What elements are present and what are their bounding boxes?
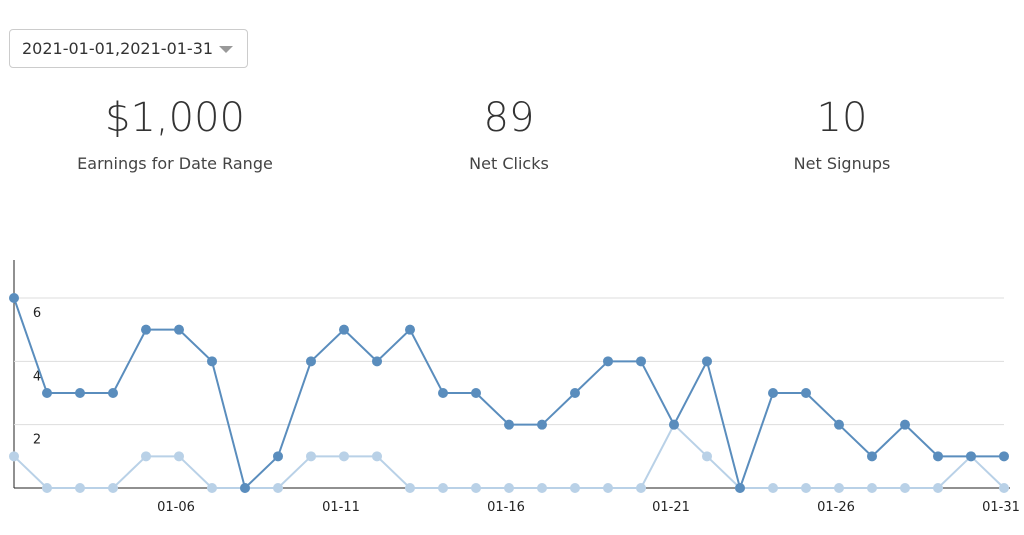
data-point [42, 483, 52, 493]
data-point [174, 451, 184, 462]
data-point [9, 451, 19, 462]
data-point [801, 483, 811, 493]
data-point [471, 388, 481, 398]
data-point [702, 451, 712, 462]
data-point [306, 451, 316, 462]
stat: 10 Net Signups [692, 92, 992, 173]
data-point [339, 451, 349, 462]
stat-label: Net Signups [793, 154, 891, 173]
data-point [405, 324, 415, 335]
data-point [339, 324, 349, 335]
data-point [999, 451, 1009, 462]
data-point [42, 388, 52, 398]
y-tick-label: 4 [33, 369, 41, 384]
data-point [768, 388, 778, 398]
data-point [603, 356, 613, 367]
data-point [405, 483, 415, 493]
data-point [900, 419, 910, 430]
data-point [9, 293, 19, 303]
data-point [438, 388, 448, 398]
data-point [867, 483, 877, 493]
stat: $1,000 Earnings for Date Range [25, 92, 325, 173]
data-point [306, 356, 316, 367]
date-range-dropdown[interactable]: 2021-01-01,2021-01-31 [9, 29, 248, 68]
data-point [900, 483, 910, 493]
data-point [537, 483, 547, 493]
data-point [570, 483, 580, 493]
data-point [570, 388, 580, 398]
data-point [372, 451, 382, 462]
data-point [75, 388, 85, 398]
stat-label: Earnings for Date Range [77, 154, 273, 173]
data-point [174, 324, 184, 335]
data-point [273, 451, 283, 462]
x-tick-label: 01-16 [487, 500, 525, 515]
data-point [834, 419, 844, 430]
data-point [471, 483, 481, 493]
data-point [834, 483, 844, 493]
data-point [768, 483, 778, 493]
data-point [966, 451, 976, 462]
stat: 89 Net Clicks [359, 92, 659, 173]
data-point [141, 324, 151, 335]
x-tick-label: 01-11 [322, 500, 360, 515]
data-point [636, 483, 646, 493]
x-tick-label: 01-06 [157, 500, 195, 515]
data-point [240, 483, 250, 493]
data-point [504, 483, 514, 493]
data-point [702, 356, 712, 367]
stat-value: 89 [483, 95, 535, 141]
stat-value: 10 [816, 95, 868, 141]
data-point [108, 388, 118, 398]
y-tick-label: 2 [33, 433, 41, 448]
x-tick-label: 01-31 [982, 500, 1020, 515]
data-point [933, 451, 943, 462]
stat-label: Net Clicks [469, 154, 549, 173]
caret [219, 46, 233, 53]
data-point [108, 483, 118, 493]
data-point [669, 419, 679, 430]
stat-value: $1,000 [105, 95, 245, 141]
data-point [636, 356, 646, 367]
series-line [13, 423, 1005, 489]
data-point [933, 483, 943, 493]
data-point [75, 483, 85, 493]
data-point [504, 419, 514, 430]
data-point [603, 483, 613, 493]
data-point [273, 483, 283, 493]
data-point [537, 419, 547, 430]
data-point [735, 483, 745, 493]
data-point [867, 451, 877, 462]
x-tick-label: 01-26 [817, 500, 855, 515]
dropdown-value: 2021-01-01,2021-01-31 [22, 39, 214, 58]
data-point [438, 483, 448, 493]
series-line [13, 297, 1004, 492]
data-point [207, 356, 217, 367]
data-point [372, 356, 382, 367]
y-tick-label: 6 [33, 306, 41, 321]
data-point [141, 451, 151, 462]
data-point [801, 388, 811, 398]
data-point [207, 483, 217, 493]
x-tick-label: 01-21 [652, 500, 690, 515]
data-point [999, 483, 1009, 493]
